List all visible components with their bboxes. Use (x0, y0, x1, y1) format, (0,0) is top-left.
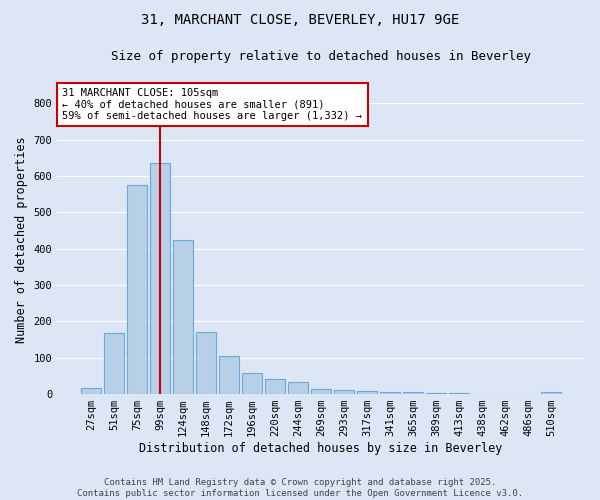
Bar (427, 392, 446, 394)
Bar (265, 379, 285, 394)
Bar (288, 382, 308, 394)
Bar (380, 392, 400, 394)
Bar (541, 392, 561, 394)
Bar (127, 186, 147, 394)
Text: Contains HM Land Registry data © Crown copyright and database right 2025.
Contai: Contains HM Land Registry data © Crown c… (77, 478, 523, 498)
Bar (403, 392, 423, 394)
Bar (81, 388, 101, 394)
Bar (358, 391, 377, 394)
Bar (196, 332, 216, 394)
Bar (150, 163, 170, 394)
Bar (311, 389, 331, 394)
Bar (173, 240, 193, 394)
Text: 31 MARCHANT CLOSE: 105sqm
← 40% of detached houses are smaller (891)
59% of semi: 31 MARCHANT CLOSE: 105sqm ← 40% of detac… (62, 88, 362, 122)
Title: Size of property relative to detached houses in Beverley: Size of property relative to detached ho… (111, 50, 531, 63)
Bar (219, 356, 239, 394)
Bar (334, 390, 354, 394)
X-axis label: Distribution of detached houses by size in Beverley: Distribution of detached houses by size … (139, 442, 503, 455)
Bar (449, 393, 469, 394)
Y-axis label: Number of detached properties: Number of detached properties (15, 136, 28, 343)
Bar (104, 333, 124, 394)
Bar (242, 374, 262, 394)
Text: 31, MARCHANT CLOSE, BEVERLEY, HU17 9GE: 31, MARCHANT CLOSE, BEVERLEY, HU17 9GE (141, 12, 459, 26)
